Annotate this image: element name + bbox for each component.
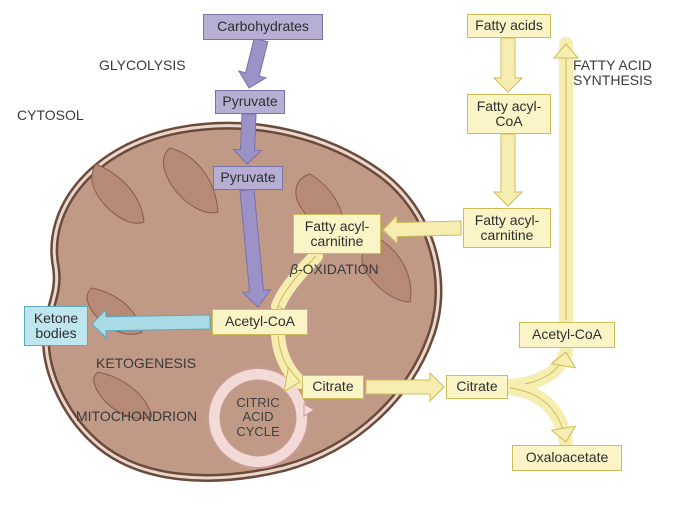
node-ketone: Ketone bodies (24, 306, 88, 346)
label-ketogenesis: KETOGENESIS (96, 356, 196, 371)
arrow-pyruvate1-2 (233, 113, 263, 164)
crista-4 (87, 288, 142, 334)
label-cytosol: CYTOSOL (17, 108, 84, 123)
arrow-cit-fork-up (510, 350, 578, 386)
arrow-fcarn-c-m (383, 214, 462, 244)
node-facyl_coa: Fatty acyl- CoA (467, 94, 551, 134)
node-carbs: Carbohydrates (203, 14, 323, 40)
node-acetyl_m: Acetyl-CoA (212, 309, 308, 335)
node-oaa: Oxaloacetate (512, 445, 622, 471)
node-acetyl_c: Acetyl-CoA (519, 322, 615, 348)
arrow-carbs-pyruvate (235, 37, 274, 92)
node-citrate_c: Citrate (446, 375, 508, 399)
arrow-cit-fork-down (510, 388, 578, 444)
node-pyruvate1: Pyruvate (215, 90, 285, 114)
arrow-facids-facoa (494, 38, 522, 92)
node-facyl_carn_m: Fatty acyl- carnitine (293, 214, 381, 254)
arrow-pyruvate2-acetyl (233, 189, 272, 309)
node-fatty_acids: Fatty acids (467, 14, 551, 38)
arrow-facoa-fcarn-c (494, 134, 522, 206)
label-mitochondrion: MITOCHONDRION (76, 409, 197, 424)
arrow-citrate-m-c (366, 373, 444, 401)
label-glycolysis: GLYCOLYSIS (99, 58, 186, 73)
label-fasynth: FATTY ACID SYNTHESIS (573, 58, 652, 89)
arrow-acetyl-citrate (278, 336, 302, 394)
node-facyl_carn_c: Fatty acyl- carnitine (463, 208, 551, 248)
crista-1 (163, 148, 218, 213)
node-pyruvate2: Pyruvate (213, 166, 283, 190)
arrow-acetyl-ketone (92, 308, 210, 338)
node-citrate_m: Citrate (302, 375, 364, 399)
crista-0 (92, 164, 144, 223)
label-boxid: β-OXIDATION (290, 262, 379, 277)
citric-acid-cycle-label: CITRIC ACID CYCLE (220, 396, 296, 439)
